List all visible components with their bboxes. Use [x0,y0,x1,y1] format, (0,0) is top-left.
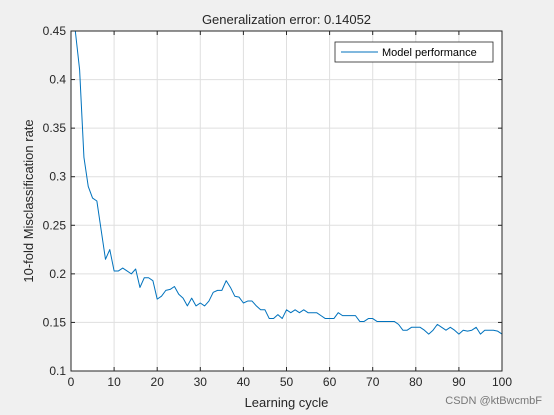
y-axis-label: 10-fold Misclassification rate [21,119,36,282]
x-tick-label: 40 [237,375,251,389]
chart-title: Generalization error: 0.14052 [202,12,371,27]
y-tick-label: 0.1 [49,364,66,378]
x-tick-label: 80 [409,375,423,389]
y-tick-label: 0.4 [49,73,66,87]
y-tick-label: 0.15 [43,315,67,329]
y-tick-label: 0.35 [43,121,67,135]
watermark: CSDN @ktBwcmbF [445,395,542,407]
x-tick-label: 60 [323,375,337,389]
y-tick-label: 0.45 [43,24,67,38]
x-tick-label: 10 [107,375,121,389]
x-tick-label: 30 [194,375,208,389]
x-tick-label: 100 [492,375,512,389]
axis-ticks: 0 10 20 30 40 50 60 70 80 90 100 0.1 0.15 0.2 0.25 0.3 0… [43,24,513,389]
series-layer [74,30,503,335]
legend: Model performance [334,41,494,63]
y-tick-label: 0.25 [43,218,67,232]
legend-label: Model performance [382,47,477,59]
x-tick-label: 90 [452,375,466,389]
x-tick-label: 70 [366,375,380,389]
legend-box [334,41,494,63]
y-tick-label: 0.3 [49,170,66,184]
x-axis-label: Learning cycle [245,395,329,410]
y-tick-label: 0.2 [49,267,66,281]
x-tick-label: 0 [68,375,75,389]
x-tick-label: 20 [151,375,165,389]
series-line-model-performance [74,30,503,335]
x-tick-label: 50 [280,375,294,389]
